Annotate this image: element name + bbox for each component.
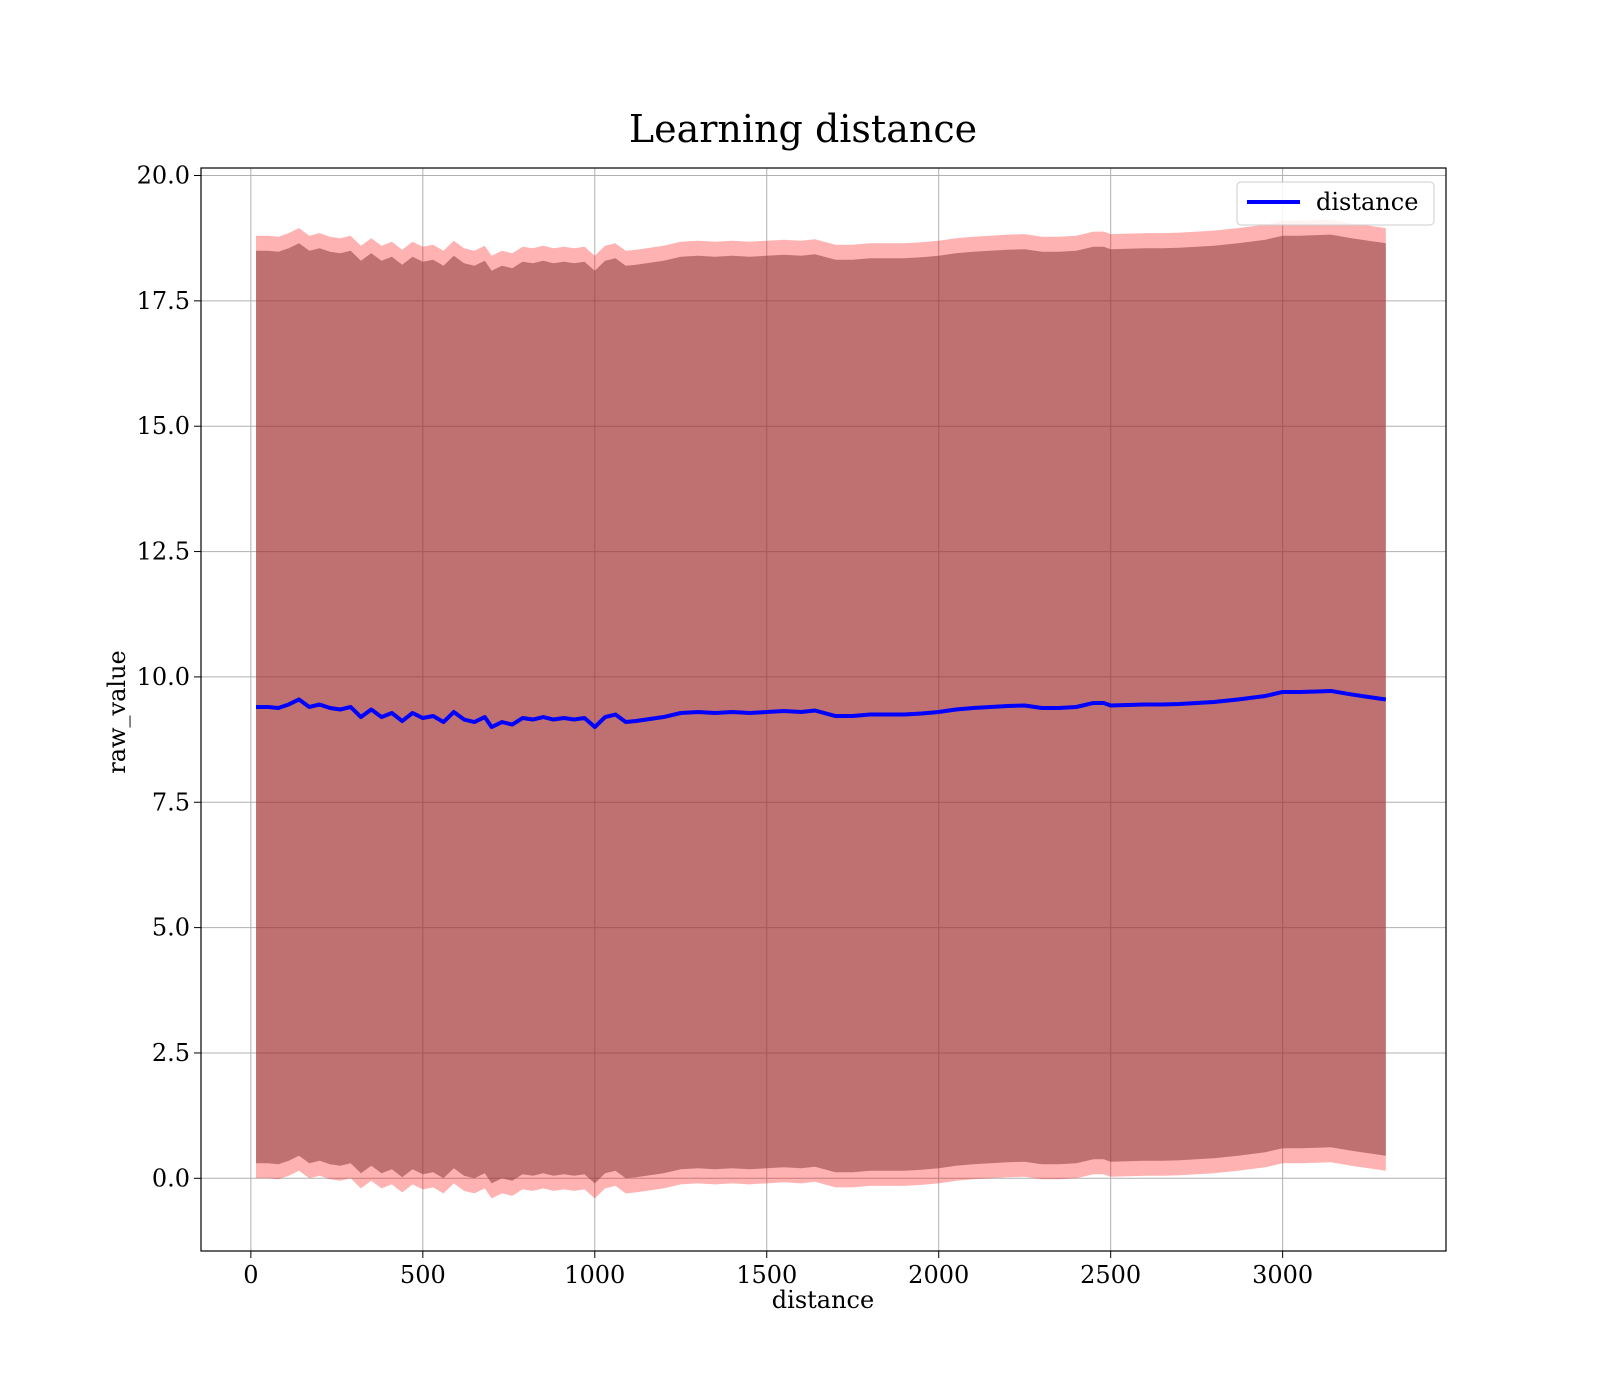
band-1 bbox=[256, 234, 1386, 1184]
y-tick-label: 5.0 bbox=[152, 914, 190, 942]
y-tick-label: 10.0 bbox=[137, 663, 190, 691]
x-tick-label: 1500 bbox=[736, 1261, 797, 1289]
x-tick-label: 500 bbox=[400, 1261, 446, 1289]
x-axis-label: distance bbox=[772, 1286, 874, 1314]
series-line-distance bbox=[256, 688, 1387, 730]
legend-label-distance: distance bbox=[1316, 188, 1418, 216]
x-tick-label: 3000 bbox=[1252, 1261, 1313, 1289]
plot-frame bbox=[200, 167, 1447, 1252]
y-tick-label: 12.5 bbox=[137, 538, 190, 566]
legend-box bbox=[1236, 181, 1435, 226]
x-tick-label: 0 bbox=[243, 1261, 258, 1289]
chart-title: Learning distance bbox=[629, 107, 977, 151]
x-tick-label: 1000 bbox=[564, 1261, 625, 1289]
x-axis-ticks: 0 500 1000 1500 2000 2500 3000 bbox=[243, 1251, 1313, 1289]
series-lines bbox=[256, 688, 1387, 730]
y-tick-label: 0.0 bbox=[152, 1164, 190, 1192]
y-tick-label: 15.0 bbox=[137, 412, 190, 440]
y-axis-ticks: 0.0 2.5 5.0 7.5 10.0 12.5 15.0 17.5 20.0 bbox=[137, 162, 201, 1192]
x-tick-label: 2500 bbox=[1080, 1261, 1141, 1289]
legend: distance bbox=[1236, 181, 1435, 226]
confidence-bands bbox=[256, 219, 1386, 1199]
y-tick-label: 7.5 bbox=[152, 788, 190, 816]
y-tick-label: 20.0 bbox=[137, 162, 190, 190]
x-tick-label: 2000 bbox=[908, 1261, 969, 1289]
y-tick-label: 17.5 bbox=[137, 287, 190, 315]
y-axis-label: raw_value bbox=[103, 650, 131, 774]
y-tick-label: 2.5 bbox=[152, 1039, 190, 1067]
